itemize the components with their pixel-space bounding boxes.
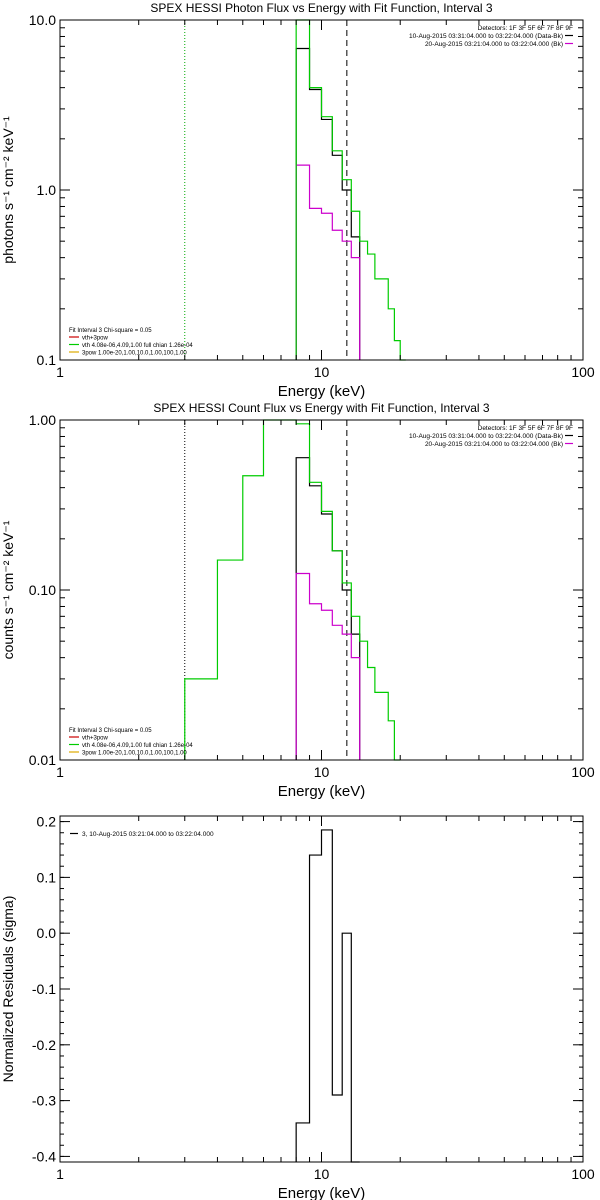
- y-tick-label: 1.0: [37, 182, 57, 198]
- x-tick-label: 10: [314, 764, 330, 780]
- fit-legend-label: vth 4.08e-06,4.09,1.00 full chian 1.26e-…: [82, 343, 193, 349]
- fit-legend-label: 3pow 1.00e-20,1.00,10.0,1.00,100,1.00: [82, 351, 187, 357]
- x-tick-label: 1: [56, 764, 64, 780]
- series-vth-histogram: [295, 19, 406, 361]
- y-tick-label: -0.2: [32, 1037, 56, 1053]
- chart-panel-3: 1 10 100 -0.4 -0.3 -0.2 -0.1 0.0 0.1 0.2 Energy (k…: [0, 814, 595, 1200]
- fit-legend-label: 3pow 1.00e-20,1.00,10.0,1.00,100,1.00: [82, 751, 187, 757]
- y-tick-label: 0.10: [29, 582, 56, 598]
- chart-panel-1: SPEX HESSI Photon Flux vs Energy with Fi…: [0, 1, 595, 400]
- x-axis-label: Energy (keV): [278, 783, 366, 800]
- x-axis-label: Energy (keV): [278, 383, 366, 400]
- y-tick-label: 0.1: [37, 352, 57, 368]
- y-tick-label: -0.1: [32, 981, 56, 997]
- chart-title: SPEX HESSI Photon Flux vs Energy with Fi…: [150, 1, 492, 15]
- legend-header: Detectors: 1F 3F 5F 6F 7F 8F 9F: [478, 25, 573, 32]
- series-vth-histogram: [184, 419, 401, 761]
- y-tick-label: -0.3: [32, 1093, 56, 1109]
- fit-legend-header: Fit Interval 3 Chi-square = 0.05: [69, 728, 152, 734]
- x-axis-label: Energy (keV): [278, 1185, 366, 1200]
- legend-entry-label: 10-Aug-2015 03:31:04.000 to 03:22:04.000…: [409, 433, 563, 440]
- x-tick-label: 100: [571, 1166, 595, 1182]
- chart-title: SPEX HESSI Count Flux vs Energy with Fit…: [153, 401, 489, 415]
- fit-legend-label: vth 4.08e-06,4.09,1.00 full chian 1.26e-…: [82, 743, 193, 749]
- legend-entry-label: 10-Aug-2015 03:31:04.000 to 03:22:04.000…: [409, 33, 563, 40]
- legend-header: Detectors: 1F 3F 5F 6F 7F 8F 9F: [478, 425, 573, 432]
- legend-entry-label: 20-Aug-2015 03:21:04.000 to 03:22:04.000…: [425, 41, 563, 48]
- y-tick-label: 10.0: [29, 12, 56, 28]
- x-tick-label: 100: [571, 364, 595, 380]
- chart-panel-2: SPEX HESSI Count Flux vs Energy with Fit…: [0, 401, 595, 800]
- series-3-histogram: [295, 829, 360, 1163]
- x-tick-label: 10: [314, 1166, 330, 1182]
- y-tick-label: 0.2: [37, 814, 57, 830]
- y-tick-label: 0.01: [29, 752, 56, 768]
- fit-legend-header: Fit Interval 3 Chi-square = 0.05: [69, 328, 152, 334]
- x-tick-label: 1: [56, 1166, 64, 1182]
- y-tick-label: 0.1: [37, 869, 57, 885]
- x-tick-label: 10: [314, 364, 330, 380]
- y-axis-label: photons s⁻¹ cm⁻² keV⁻¹: [0, 116, 16, 264]
- x-tick-label: 1: [56, 364, 64, 380]
- x-tick-label: 100: [571, 764, 595, 780]
- series-bk-histogram: [295, 164, 361, 360]
- legend-entry-label: 3, 10-Aug-2015 03:21:04.000 to 03:22:04.…: [82, 831, 214, 838]
- fit-legend-label: vth+3pow: [82, 336, 109, 342]
- y-tick-label: -0.4: [32, 1148, 56, 1164]
- y-tick-label: 1.00: [29, 412, 56, 428]
- y-axis-label: Normalized Residuals (sigma): [0, 896, 16, 1083]
- y-axis-label: counts s⁻¹ cm⁻² keV⁻¹: [0, 520, 16, 659]
- y-tick-label: 0.0: [37, 925, 57, 941]
- fit-legend-label: vth+3pow: [82, 736, 109, 742]
- legend-entry-label: 20-Aug-2015 03:21:04.000 to 03:22:04.000…: [425, 441, 563, 448]
- series-bk-histogram: [295, 572, 361, 760]
